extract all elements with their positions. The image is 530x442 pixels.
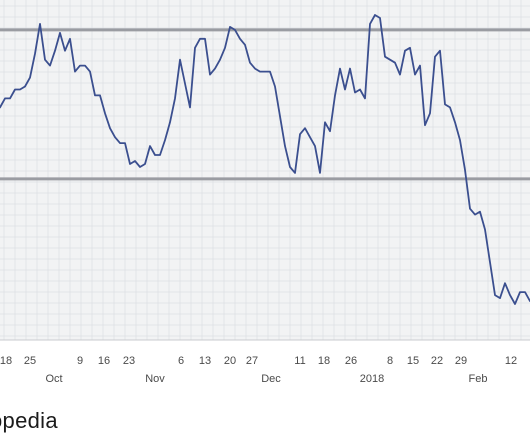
x-tick-label: 12: [505, 355, 517, 367]
x-tick-label: 26: [345, 355, 357, 367]
x-tick-label: 16: [98, 355, 110, 367]
x-month-label: Dec: [261, 373, 281, 385]
x-tick-label: 11: [294, 355, 305, 367]
x-tick-label: 23: [123, 355, 135, 367]
x-tick-label: 18: [0, 355, 12, 367]
x-tick-label: 8: [387, 355, 393, 367]
x-tick-label: 22: [431, 355, 443, 367]
price-series-line: [0, 14, 530, 305]
x-tick-label: 27: [246, 355, 258, 367]
x-tick-label: 25: [24, 355, 36, 367]
x-tick-label: 13: [199, 355, 211, 367]
x-month-label: Feb: [469, 373, 488, 385]
x-tick-label: 18: [318, 355, 330, 367]
x-month-label: Oct: [45, 373, 62, 385]
x-tick-label: 15: [407, 355, 419, 367]
x-tick-label: 6: [178, 355, 184, 367]
brand-wordmark: opedia: [0, 408, 58, 433]
x-tick-label: 29: [455, 355, 467, 367]
x-tick-label: 20: [224, 355, 236, 367]
x-month-label: Nov: [145, 373, 165, 385]
x-month-label: 2018: [360, 373, 384, 385]
x-tick-label: 9: [77, 355, 83, 367]
plot-background: [0, 0, 530, 340]
